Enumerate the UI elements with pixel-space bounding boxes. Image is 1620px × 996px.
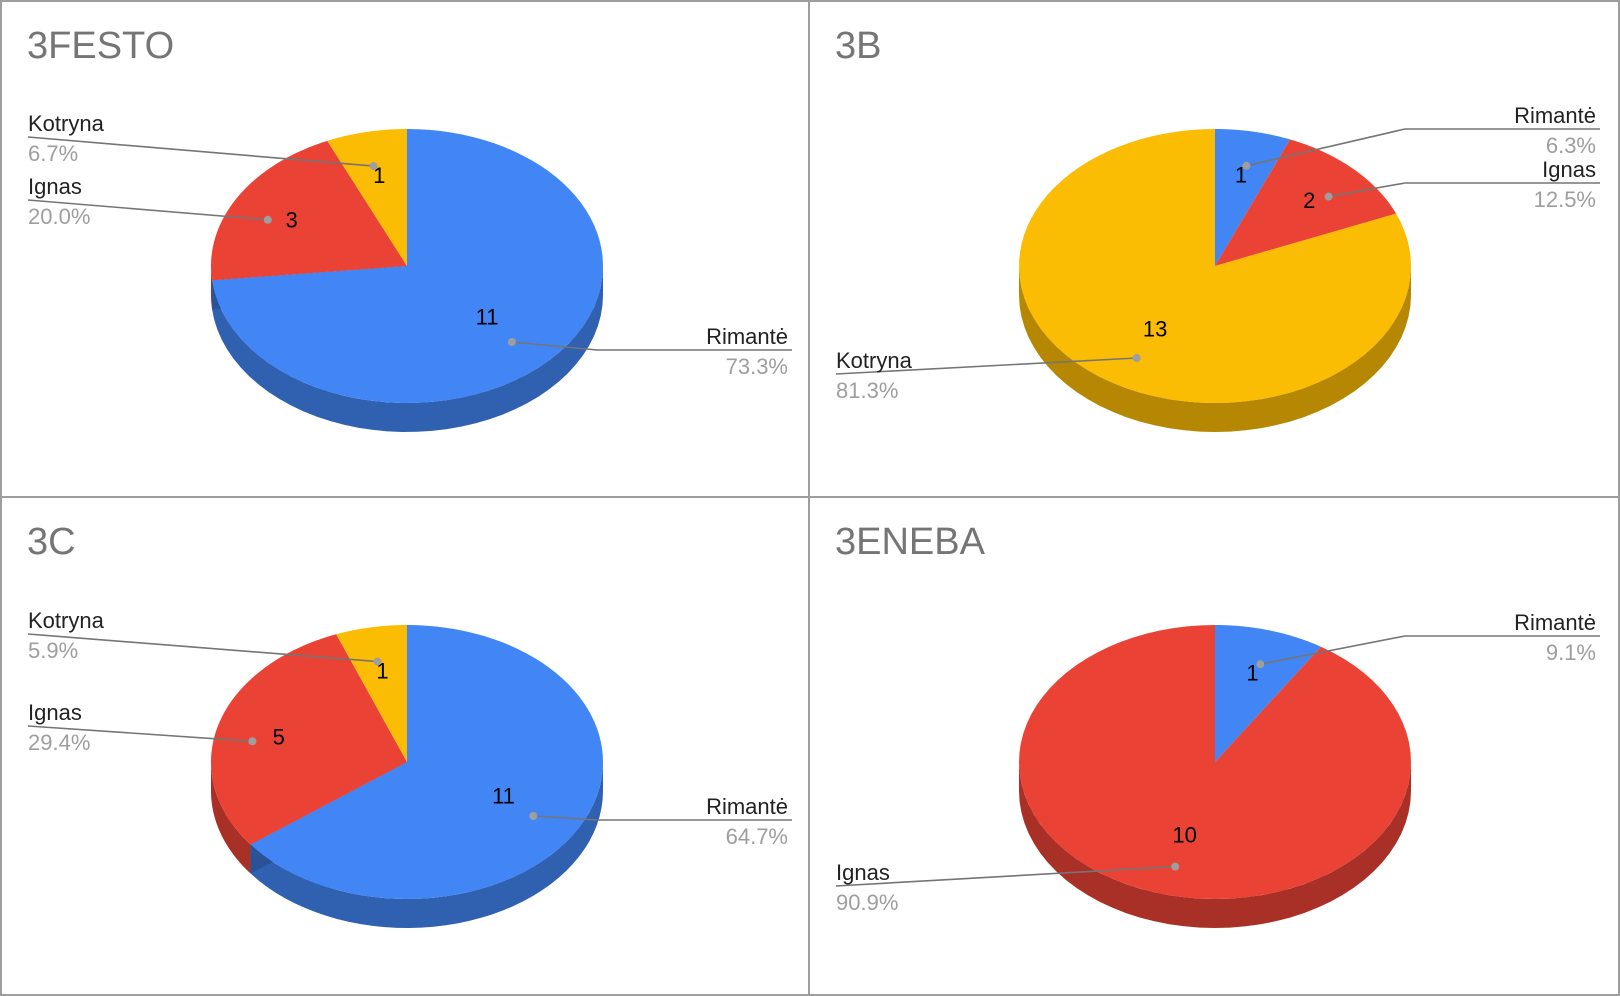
leader-dot [1242, 161, 1251, 170]
legend-label-ignas: Ignas [28, 700, 82, 725]
legend-percent: 81.3% [836, 378, 898, 403]
legend-percent: 6.3% [1546, 133, 1596, 158]
pie-slice-ignas[interactable] [1215, 139, 1397, 266]
legend-label-kotryna: Kotryna [28, 111, 105, 136]
leader-line [27, 725, 253, 743]
chart-panel-3festo: 3FESTO 11 Rimantė 73.3% 3 Ignas 20.0% 1 Kotryna 6… [0, 0, 810, 498]
pie-chart-3festo: 3FESTO 11 Rimantė 73.3% 3 Ignas 20.0% 1 Kotryna 6… [27, 25, 792, 432]
chart-title: 3ENEBA [835, 521, 986, 563]
slice-value-label: 3 [285, 207, 297, 232]
leader-line [1260, 635, 1600, 665]
chart-panel-3b: 3B 1 Rimantė 6.3% 2 Ignas 12.5% 13 Kotryna 81.3% [810, 0, 1620, 498]
leader-line [835, 357, 1137, 375]
legend-label-ignas: Ignas [1542, 157, 1596, 182]
leader-dot [1171, 862, 1180, 871]
leader-dot [1132, 354, 1141, 362]
slice-value-label: 11 [476, 304, 499, 329]
legend-percent: 9.1% [1546, 640, 1596, 665]
chart-title: 3FESTO [27, 25, 174, 67]
leader-dot [369, 162, 378, 171]
leader-line [27, 199, 268, 221]
leader-dot [529, 812, 538, 820]
legend-percent: 12.5% [1534, 187, 1596, 212]
pie-slice-rimante[interactable] [250, 625, 603, 899]
legend-percent: 6.7% [28, 141, 78, 166]
slice-value-label: 1 [373, 163, 385, 188]
pie-side-rimante [212, 266, 603, 432]
pie-slice-rimante[interactable] [212, 129, 603, 403]
leader-line [511, 341, 792, 351]
pie-chart-3eneba: 3ENEBA 1 Rimantė 9.1% 10 Ignas 90.9% [835, 521, 1600, 928]
legend-percent: 29.4% [28, 730, 90, 755]
slice-value-label: 13 [1143, 317, 1167, 342]
slice-value-label: 1 [1246, 661, 1258, 686]
pie-depth [1019, 266, 1411, 432]
pie-side-ignas [211, 266, 213, 310]
legend-label-kotryna: Kotryna [836, 348, 913, 373]
leader-line [533, 815, 792, 821]
leader-dot [1256, 660, 1265, 669]
legend-percent: 64.7% [726, 824, 788, 849]
legend-label-ignas: Ignas [836, 860, 890, 885]
leader-line [1328, 182, 1600, 198]
chart-panel-3eneba: 3ENEBA 1 Rimantė 9.1% 10 Ignas 90.9% [810, 498, 1620, 996]
leader-dot [1324, 192, 1333, 201]
leader-dot [373, 657, 382, 666]
legend-label-rimante: Rimantė [706, 794, 788, 819]
legend-percent: 73.3% [726, 354, 788, 379]
pie-slice-ignas[interactable] [1019, 625, 1411, 899]
slice-value-label: 10 [1172, 822, 1196, 847]
pie-slice-rimante[interactable] [1215, 625, 1321, 762]
pie-slice-rimante[interactable] [1215, 129, 1291, 266]
pie-side-ignas [211, 762, 251, 874]
slice-value-label: 2 [1303, 188, 1315, 213]
leader-dot [507, 338, 516, 346]
legend-label-ignas: Ignas [28, 174, 82, 199]
slice-value-label: 11 [492, 784, 515, 809]
chart-title: 3C [27, 521, 76, 563]
leader-dot [263, 215, 272, 224]
pie-slice-ignas[interactable] [211, 634, 407, 845]
legend-percent: 20.0% [28, 204, 90, 229]
pie-depth [1019, 762, 1411, 928]
pie-side-kotryna [1019, 266, 1411, 432]
slice-value-label: 5 [273, 725, 285, 750]
legend-percent: 90.9% [836, 890, 898, 915]
pie-side-ignas [1019, 762, 1411, 928]
leader-line [1246, 128, 1600, 167]
leader-line [27, 633, 378, 663]
pie-side-rimante [250, 762, 603, 928]
leader-line [835, 865, 1176, 887]
leader-dot [248, 737, 257, 746]
legend-label-rimante: Rimantė [706, 324, 788, 349]
legend-percent: 5.9% [28, 638, 78, 663]
chart-title: 3B [835, 25, 881, 67]
leader-line [27, 136, 374, 167]
legend-label-kotryna: Kotryna [28, 608, 105, 633]
chart-panel-3c: 3C 11 Rimantė 64.7% 5 Ignas 29.4% 1 Kotryna 5.9% [0, 498, 810, 996]
legend-label-rimante: Rimantė [1514, 103, 1596, 128]
legend-label-rimante: Rimantė [1514, 610, 1596, 635]
pie-slice-kotryna[interactable] [1019, 129, 1411, 403]
pie-slice-ignas[interactable] [211, 140, 407, 281]
